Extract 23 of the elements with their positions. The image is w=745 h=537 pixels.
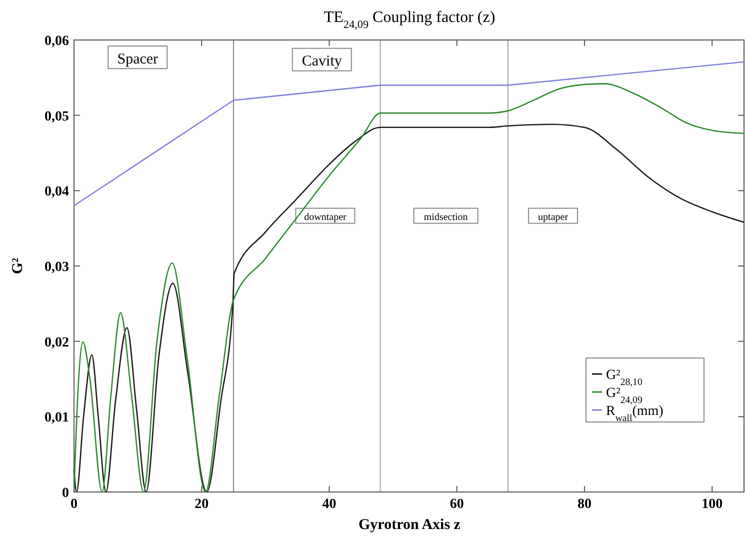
y-tick-label: 0,02 [44,335,69,350]
annotation: Spacer [117,51,158,68]
y-tick-label: 0,01 [44,410,69,426]
x-tick-label: 80 [577,497,592,512]
legend-label: R$_{wall}$(mm) [606,404,664,424]
chart-title: TE$_{24,09}$ Coupling factor (z) [324,9,496,31]
annotation: midsection [424,212,468,223]
annotation: uptaper [538,212,569,223]
annotation: Cavity [302,54,342,70]
x-axis-title: Gyrotron Axis z [358,517,461,533]
y-tick-label: 0,03 [44,260,69,275]
y-axis-title: G² [10,257,26,274]
y-tick-label: 0,05 [44,109,69,124]
annotation: downtaper [304,212,348,223]
y-tick-label: 0,06 [44,34,69,49]
y-tick-label: 0,04 [44,184,69,200]
x-tick-label: 100 [702,497,723,512]
x-tick-label: 40 [322,497,336,512]
y-tick-label: 0 [62,486,69,501]
x-tick-label: 60 [450,497,464,512]
x-tick-label: 20 [194,497,209,512]
legend-label: G²$_{24,09}$ [606,386,642,406]
legend-label: G²$_{28,10}$ [606,368,642,388]
